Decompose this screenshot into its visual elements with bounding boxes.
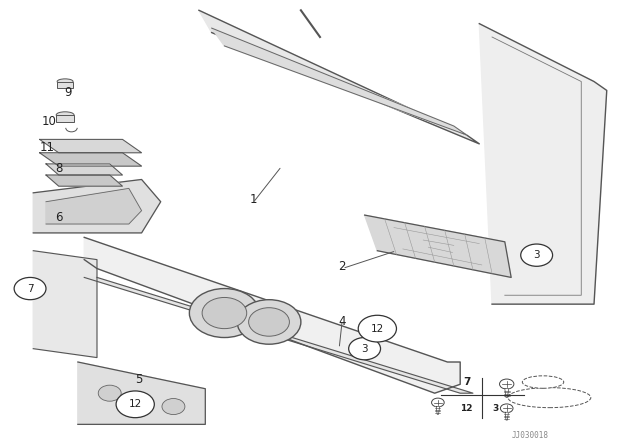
Text: 10: 10 xyxy=(42,115,56,128)
Polygon shape xyxy=(84,277,473,393)
Circle shape xyxy=(358,315,396,342)
Ellipse shape xyxy=(57,79,73,84)
Ellipse shape xyxy=(522,376,564,388)
Text: 12: 12 xyxy=(371,323,384,334)
Circle shape xyxy=(162,399,185,414)
Circle shape xyxy=(521,244,552,266)
Circle shape xyxy=(500,404,513,413)
Text: 12: 12 xyxy=(129,399,142,409)
Polygon shape xyxy=(199,10,479,144)
Polygon shape xyxy=(212,28,467,135)
Circle shape xyxy=(431,398,444,407)
Text: 12: 12 xyxy=(460,404,473,413)
Bar xyxy=(57,82,73,88)
Text: 2: 2 xyxy=(339,260,346,273)
Bar xyxy=(56,115,74,122)
Polygon shape xyxy=(505,388,509,397)
Text: 3: 3 xyxy=(533,250,540,260)
Polygon shape xyxy=(40,153,141,166)
Polygon shape xyxy=(505,412,508,420)
Polygon shape xyxy=(33,251,97,358)
Text: 4: 4 xyxy=(339,315,346,328)
Ellipse shape xyxy=(56,112,74,118)
Text: 8: 8 xyxy=(55,162,63,175)
Polygon shape xyxy=(479,24,607,304)
Polygon shape xyxy=(33,180,161,233)
Text: 7: 7 xyxy=(27,284,33,293)
Polygon shape xyxy=(46,188,141,224)
Polygon shape xyxy=(46,164,122,175)
Ellipse shape xyxy=(508,388,591,408)
Text: 11: 11 xyxy=(40,141,55,154)
Circle shape xyxy=(500,379,514,389)
Circle shape xyxy=(14,277,46,300)
Circle shape xyxy=(116,391,154,418)
Text: 6: 6 xyxy=(55,211,63,224)
Circle shape xyxy=(349,337,381,360)
Circle shape xyxy=(202,297,246,329)
Text: 1: 1 xyxy=(250,193,257,206)
Text: 3: 3 xyxy=(492,404,499,413)
Circle shape xyxy=(99,385,121,401)
Polygon shape xyxy=(46,175,122,186)
Text: JJ030018: JJ030018 xyxy=(512,431,548,440)
Text: 7: 7 xyxy=(463,377,470,387)
Polygon shape xyxy=(84,237,460,393)
Circle shape xyxy=(248,308,289,336)
Polygon shape xyxy=(365,215,511,277)
Circle shape xyxy=(130,394,153,410)
Text: 3: 3 xyxy=(362,344,368,353)
Circle shape xyxy=(189,289,259,337)
Polygon shape xyxy=(78,362,205,424)
Circle shape xyxy=(237,300,301,344)
Text: 5: 5 xyxy=(134,373,142,386)
Polygon shape xyxy=(40,139,141,153)
Polygon shape xyxy=(436,406,440,414)
Text: 9: 9 xyxy=(65,86,72,99)
